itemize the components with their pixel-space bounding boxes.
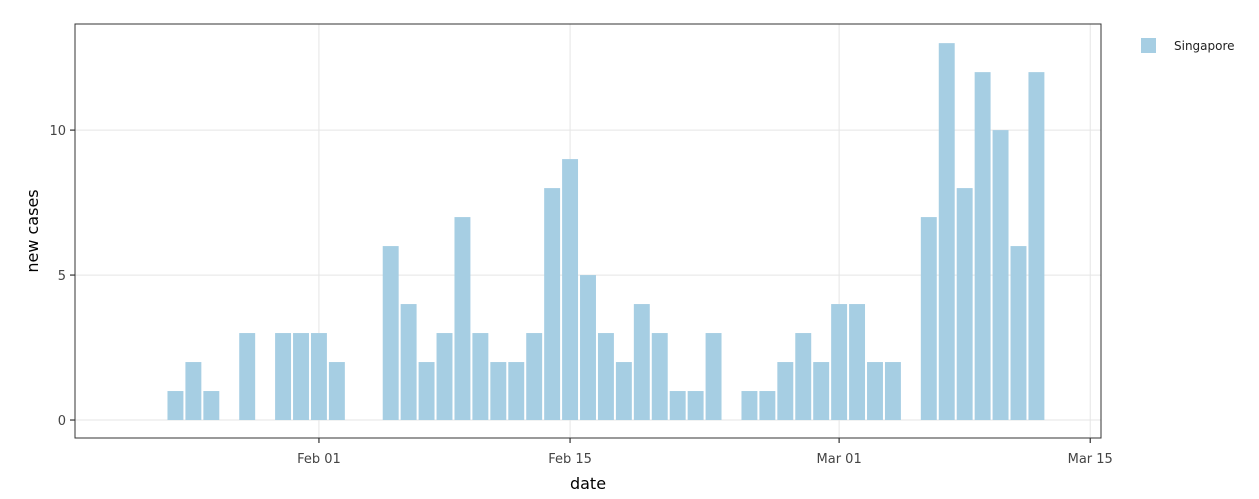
bar-2020-02-01 xyxy=(310,333,327,421)
bar-2020-02-19 xyxy=(633,304,650,421)
x-tick-label: Feb 01 xyxy=(297,452,341,467)
bar-2020-03-03 xyxy=(867,362,883,421)
x-tick-label: Mar 01 xyxy=(817,452,862,467)
bar-2020-03-01 xyxy=(831,304,848,421)
x-axis-title: date xyxy=(570,474,606,493)
y-tick-label: 0 xyxy=(58,414,66,429)
bar-2020-02-25 xyxy=(741,391,758,421)
bar-2020-02-06 xyxy=(400,304,417,421)
bar-2020-03-07 xyxy=(938,43,955,421)
bar-2020-01-25 xyxy=(185,362,202,421)
bar-2020-01-24 xyxy=(167,391,184,421)
bar-2020-02-07 xyxy=(418,362,435,421)
bar-2020-02-26 xyxy=(759,391,776,421)
bar-2020-02-02 xyxy=(328,362,345,421)
legend-label-singapore[interactable]: Singapore xyxy=(1174,39,1235,53)
bar-2020-01-26 xyxy=(203,391,220,421)
bar-2020-02-14 xyxy=(544,188,561,421)
bar-2020-01-28 xyxy=(239,333,256,421)
legend-swatch-singapore[interactable] xyxy=(1141,38,1156,53)
bar-2020-03-11 xyxy=(1010,246,1027,421)
x-tick-label: Feb 15 xyxy=(548,452,592,467)
y-tick-label: 10 xyxy=(49,124,66,139)
x-tick-label: Mar 15 xyxy=(1068,452,1113,467)
bar-2020-02-28 xyxy=(795,333,812,421)
bar-2020-02-23 xyxy=(705,333,722,421)
bar-2020-02-18 xyxy=(615,362,632,421)
legend[interactable]: Singapore xyxy=(1141,38,1235,53)
bar-2020-03-02 xyxy=(849,304,866,421)
x-axis: Feb 01 Feb 15 Mar 01 Mar 15 xyxy=(297,438,1113,467)
bar-2020-02-13 xyxy=(526,333,543,421)
bar-2020-02-16 xyxy=(580,275,596,421)
bar-2020-01-31 xyxy=(293,333,309,421)
bar-2020-01-30 xyxy=(275,333,292,421)
y-tick-label: 5 xyxy=(58,269,66,284)
bar-2020-03-06 xyxy=(920,217,937,421)
bar-2020-03-12 xyxy=(1028,72,1045,421)
bar-2020-02-17 xyxy=(597,333,614,421)
bar-2020-02-22 xyxy=(687,391,704,421)
plot-border xyxy=(74,23,1102,439)
bar-2020-02-10 xyxy=(472,333,489,421)
bar-2020-03-08 xyxy=(956,188,973,421)
y-axis-title: new cases xyxy=(23,189,42,272)
bar-2020-02-12 xyxy=(508,362,525,421)
bar-2020-02-29 xyxy=(813,362,830,421)
bars xyxy=(167,43,1045,421)
bar-2020-02-27 xyxy=(777,362,794,421)
bar-2020-02-21 xyxy=(669,391,686,421)
bar-2020-02-20 xyxy=(651,333,668,421)
bar-2020-03-10 xyxy=(992,130,1009,421)
bar-2020-02-05 xyxy=(382,246,399,421)
bar-2020-02-11 xyxy=(490,362,507,421)
bar-2020-02-09 xyxy=(454,217,471,421)
bar-2020-03-09 xyxy=(974,72,991,421)
bar-2020-02-08 xyxy=(436,333,453,421)
bar-2020-03-04 xyxy=(884,362,901,421)
y-axis: 0 5 10 xyxy=(49,124,75,429)
bar-2020-02-15 xyxy=(562,159,579,421)
